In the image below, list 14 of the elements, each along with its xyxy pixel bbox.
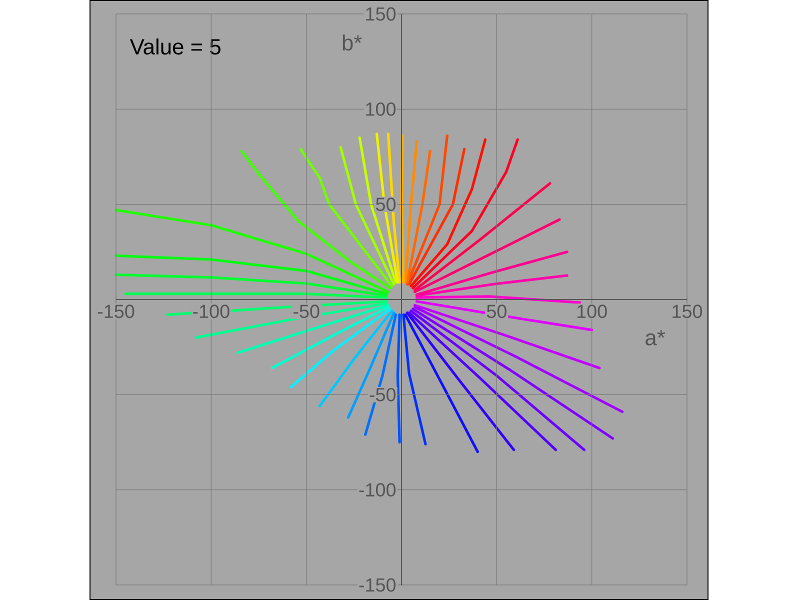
x-tick-label: 100 <box>577 304 607 318</box>
x-tick-label: 150 <box>672 304 702 318</box>
y-tick-label: -150 <box>359 578 396 592</box>
x-axis-title: a* <box>646 330 666 346</box>
x-tick-label: 50 <box>486 304 506 318</box>
y-tick-label: -100 <box>359 483 396 497</box>
y-tick-label: -50 <box>370 388 396 402</box>
annotation: Value = 5 <box>130 38 220 55</box>
x-tick-label: -50 <box>294 304 320 318</box>
y-axis-title: b* <box>342 34 362 51</box>
y-tick-label: 150 <box>366 7 396 21</box>
y-tick-label: 100 <box>366 102 396 116</box>
x-tick-label: -100 <box>193 304 230 318</box>
x-tick-label: -150 <box>98 304 134 318</box>
